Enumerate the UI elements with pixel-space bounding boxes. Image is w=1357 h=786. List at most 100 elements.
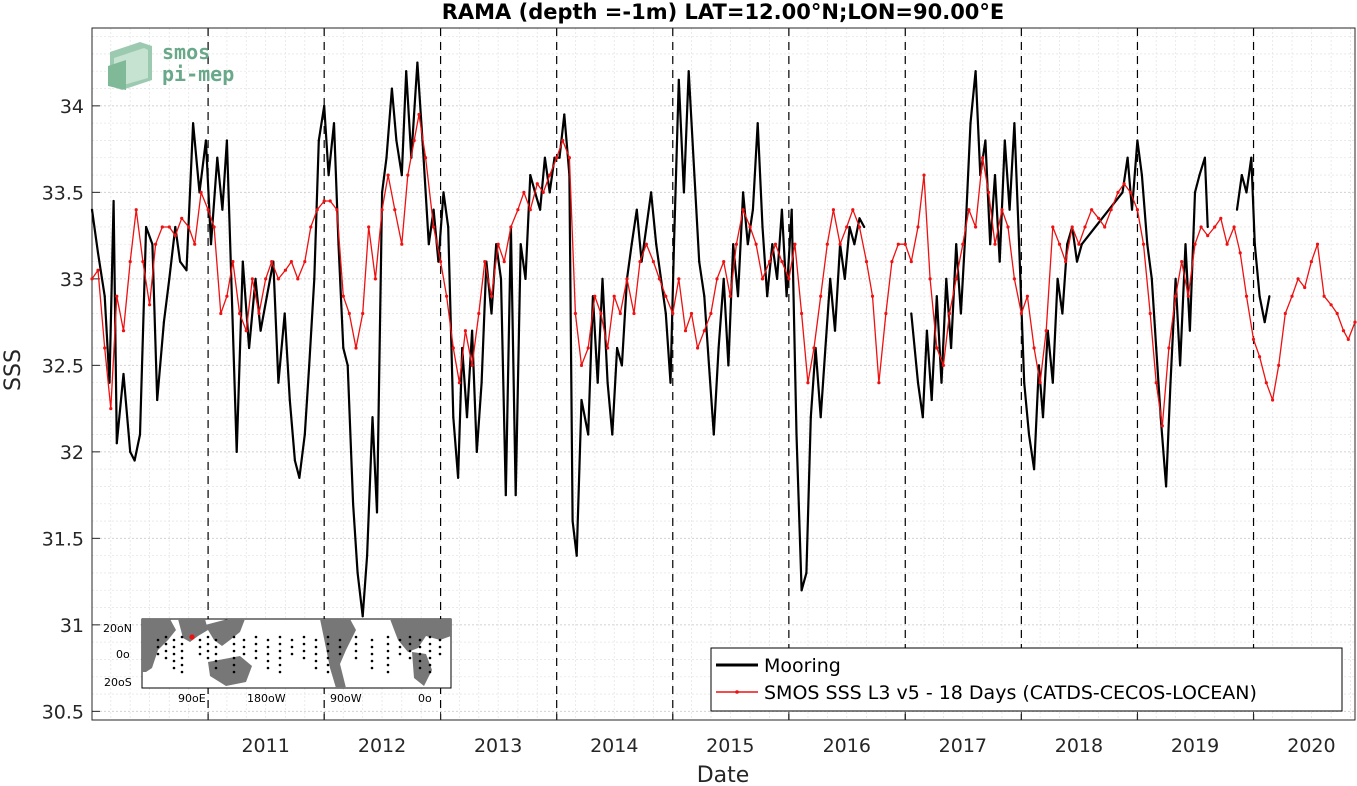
series-mooring-point [722, 277, 725, 280]
inset-mooring-dot [354, 642, 358, 646]
series-mooring-point [504, 494, 507, 497]
series-smos-point [96, 268, 100, 272]
series-smos-point [1038, 381, 1042, 385]
series-smos-point [361, 311, 365, 316]
series-mooring-point [1075, 260, 1079, 263]
series-smos-point [890, 260, 894, 264]
series-mooring-point [682, 191, 686, 194]
series-smos-point [657, 277, 662, 281]
series-smos-point [593, 294, 597, 298]
series-mooring-point [1150, 277, 1153, 280]
series-mooring-point [1121, 191, 1124, 194]
inset-mooring-dot [326, 663, 330, 667]
series-smos-point [857, 225, 862, 229]
series-mooring-point [375, 511, 379, 514]
inset-mooring-dot [428, 635, 432, 639]
inset-mooring-dot [266, 659, 270, 663]
inset-mooring-dot [232, 642, 236, 646]
series-mooring-point [925, 329, 929, 332]
series-smos-point [193, 242, 197, 246]
series-smos-point [967, 208, 971, 212]
series-smos-point [393, 208, 397, 212]
series-smos-point [632, 311, 636, 316]
series-smos-point [90, 277, 94, 281]
inset-mooring-dot [156, 638, 160, 642]
series-mooring-point [103, 295, 106, 298]
inset-mooring-dot [180, 656, 184, 660]
series-smos-point [470, 363, 474, 367]
series-mooring-point [650, 191, 653, 194]
inset-mooring-dot [254, 642, 258, 646]
series-smos-point [689, 311, 694, 316]
series-smos-point [909, 260, 913, 264]
series-mooring-point [115, 442, 118, 445]
series-mooring-point [1041, 416, 1045, 419]
series-mooring-point [1206, 225, 1209, 229]
series-smos-point [1122, 182, 1126, 186]
series-mooring-point [230, 277, 233, 280]
series-smos-point [199, 190, 203, 194]
inset-mooring-dot [314, 659, 318, 663]
y-tick-label: 32.5 [42, 355, 84, 377]
series-smos-point [715, 277, 719, 281]
series-smos-point [780, 260, 784, 264]
series-mooring-point [192, 122, 195, 125]
series-mooring-point [168, 277, 171, 280]
series-smos-point [309, 225, 313, 229]
series-mooring-point [293, 459, 296, 462]
series-smos-point [651, 260, 656, 264]
series-mooring-point [385, 156, 388, 159]
series-mooring-point [241, 260, 244, 263]
inset-mooring-dot [198, 645, 202, 649]
inset-mooring-dot [370, 645, 374, 649]
inset-mooring-dot [326, 656, 330, 660]
series-smos-point [806, 381, 810, 385]
series-smos-point [1141, 242, 1146, 246]
inset-mooring-dot [266, 638, 270, 642]
series-smos-point [1025, 294, 1029, 298]
series-smos-point [1213, 225, 1217, 229]
y-tick-label: 32 [60, 442, 84, 464]
series-mooring-point [162, 321, 165, 324]
series-smos-point [1097, 216, 1101, 220]
series-smos-point [612, 294, 616, 298]
series-mooring-point [717, 346, 720, 350]
inset-mooring-dot [278, 663, 282, 667]
series-mooring-point [751, 208, 755, 211]
series-mooring-point [1169, 381, 1172, 384]
series-mooring-point [490, 312, 493, 315]
year-lines [207, 28, 1255, 720]
series-mooring-point [342, 346, 345, 350]
series-smos-point [1283, 311, 1287, 316]
series-smos-point [877, 381, 881, 385]
series-smos-point [696, 346, 700, 350]
series-mooring-point [766, 295, 769, 298]
series-mooring-point [563, 113, 566, 116]
inset-mooring-dot [242, 638, 246, 642]
series-smos-point [1346, 337, 1350, 341]
series-mooring-point [1235, 208, 1239, 211]
x-tick-label: 2012 [358, 735, 406, 757]
inset-mooring-dot [418, 652, 422, 656]
series-mooring-point [138, 433, 142, 436]
series-smos-point [586, 346, 590, 350]
series-smos-point [1006, 225, 1010, 229]
inset-mooring-dot [302, 635, 306, 639]
series-smos-point [335, 208, 339, 212]
series-smos-point [947, 311, 952, 316]
series-mooring-point [989, 243, 992, 246]
series-mooring-point [935, 295, 938, 298]
series-smos-point [341, 294, 345, 298]
series-smos-point [941, 363, 946, 367]
series-mooring-point [1253, 243, 1256, 246]
series-smos-point [109, 407, 113, 411]
series-mooring-point [400, 174, 403, 177]
series-smos-point [417, 112, 421, 117]
series-smos-point [599, 311, 603, 316]
series-smos-point [516, 208, 520, 212]
inset-lat-label-20s: 20oS [104, 676, 132, 689]
series-smos-point [787, 277, 791, 281]
series-mooring-point [1258, 295, 1261, 298]
series-smos-point [315, 208, 319, 212]
series-mooring-point [703, 295, 706, 298]
